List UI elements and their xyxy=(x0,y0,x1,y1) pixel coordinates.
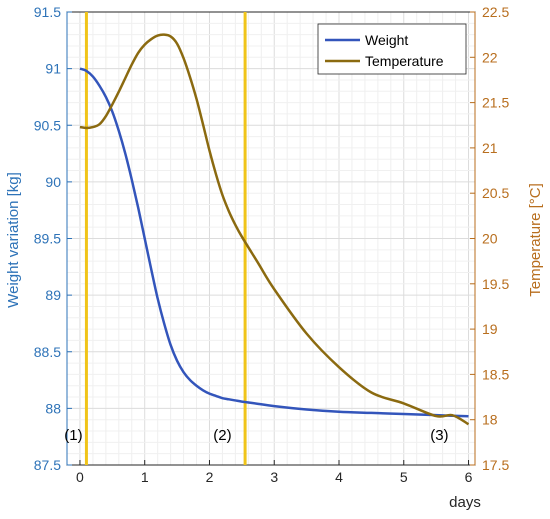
right-tick-label: 18 xyxy=(482,412,498,428)
left-axis-label: Weight variation [kg] xyxy=(5,172,22,308)
x-axis: 0 1 2 3 4 5 6 xyxy=(76,460,473,485)
x-tick-label: 1 xyxy=(141,469,149,485)
stage-annotation: (2) xyxy=(213,427,231,444)
grid xyxy=(66,11,475,466)
x-axis-label: days xyxy=(449,494,481,511)
left-tick-label: 88 xyxy=(45,400,61,416)
legend-temperature-label: Temperature xyxy=(365,53,444,69)
right-axis-label: Temperature [°C] xyxy=(527,183,544,297)
legend: Weight Temperature xyxy=(317,23,467,75)
x-tick-label: 4 xyxy=(335,469,343,485)
left-tick-label: 88.5 xyxy=(34,344,61,360)
temperature-series-line xyxy=(79,33,470,426)
right-tick-label: 22 xyxy=(482,49,498,65)
left-tick-label: 90 xyxy=(45,174,61,190)
annotations: (1) (2) (3) xyxy=(64,427,448,444)
right-tick-label: 20.5 xyxy=(482,185,509,201)
left-tick-label: 87.5 xyxy=(34,457,61,473)
x-tick-label: 3 xyxy=(270,469,278,485)
right-tick-label: 21.5 xyxy=(482,95,509,111)
left-tick-label: 91.5 xyxy=(34,4,61,20)
legend-weight-label: Weight xyxy=(365,32,408,48)
right-tick-label: 17.5 xyxy=(482,457,509,473)
left-tick-label: 90.5 xyxy=(34,117,61,133)
x-tick-label: 5 xyxy=(400,469,408,485)
x-tick-label: 2 xyxy=(206,469,214,485)
left-tick-label: 89.5 xyxy=(34,231,61,247)
stage-annotation: (1) xyxy=(64,427,82,444)
stage-annotation: (3) xyxy=(430,427,448,444)
right-y-axis: 17.5 18 18.5 19 19.5 20 20.5 21 21.5 22 22.5 xyxy=(470,4,509,473)
right-tick-label: 18.5 xyxy=(482,366,509,382)
right-tick-label: 19 xyxy=(482,321,498,337)
left-tick-label: 89 xyxy=(45,287,61,303)
right-tick-label: 21 xyxy=(482,140,498,156)
right-tick-label: 19.5 xyxy=(482,276,509,292)
left-y-axis: 87.5 88 88.5 89 89.5 90 90.5 91 91.5 xyxy=(34,4,72,473)
legend-box xyxy=(317,23,467,75)
right-tick-label: 22.5 xyxy=(482,4,509,20)
right-tick-label: 20 xyxy=(482,231,498,247)
x-tick-label: 6 xyxy=(465,469,473,485)
event-marker-lines xyxy=(84,12,247,465)
left-tick-label: 91 xyxy=(45,61,61,77)
weight-series-line xyxy=(79,67,469,418)
x-tick-label: 0 xyxy=(76,469,84,485)
series-layer xyxy=(79,33,470,426)
